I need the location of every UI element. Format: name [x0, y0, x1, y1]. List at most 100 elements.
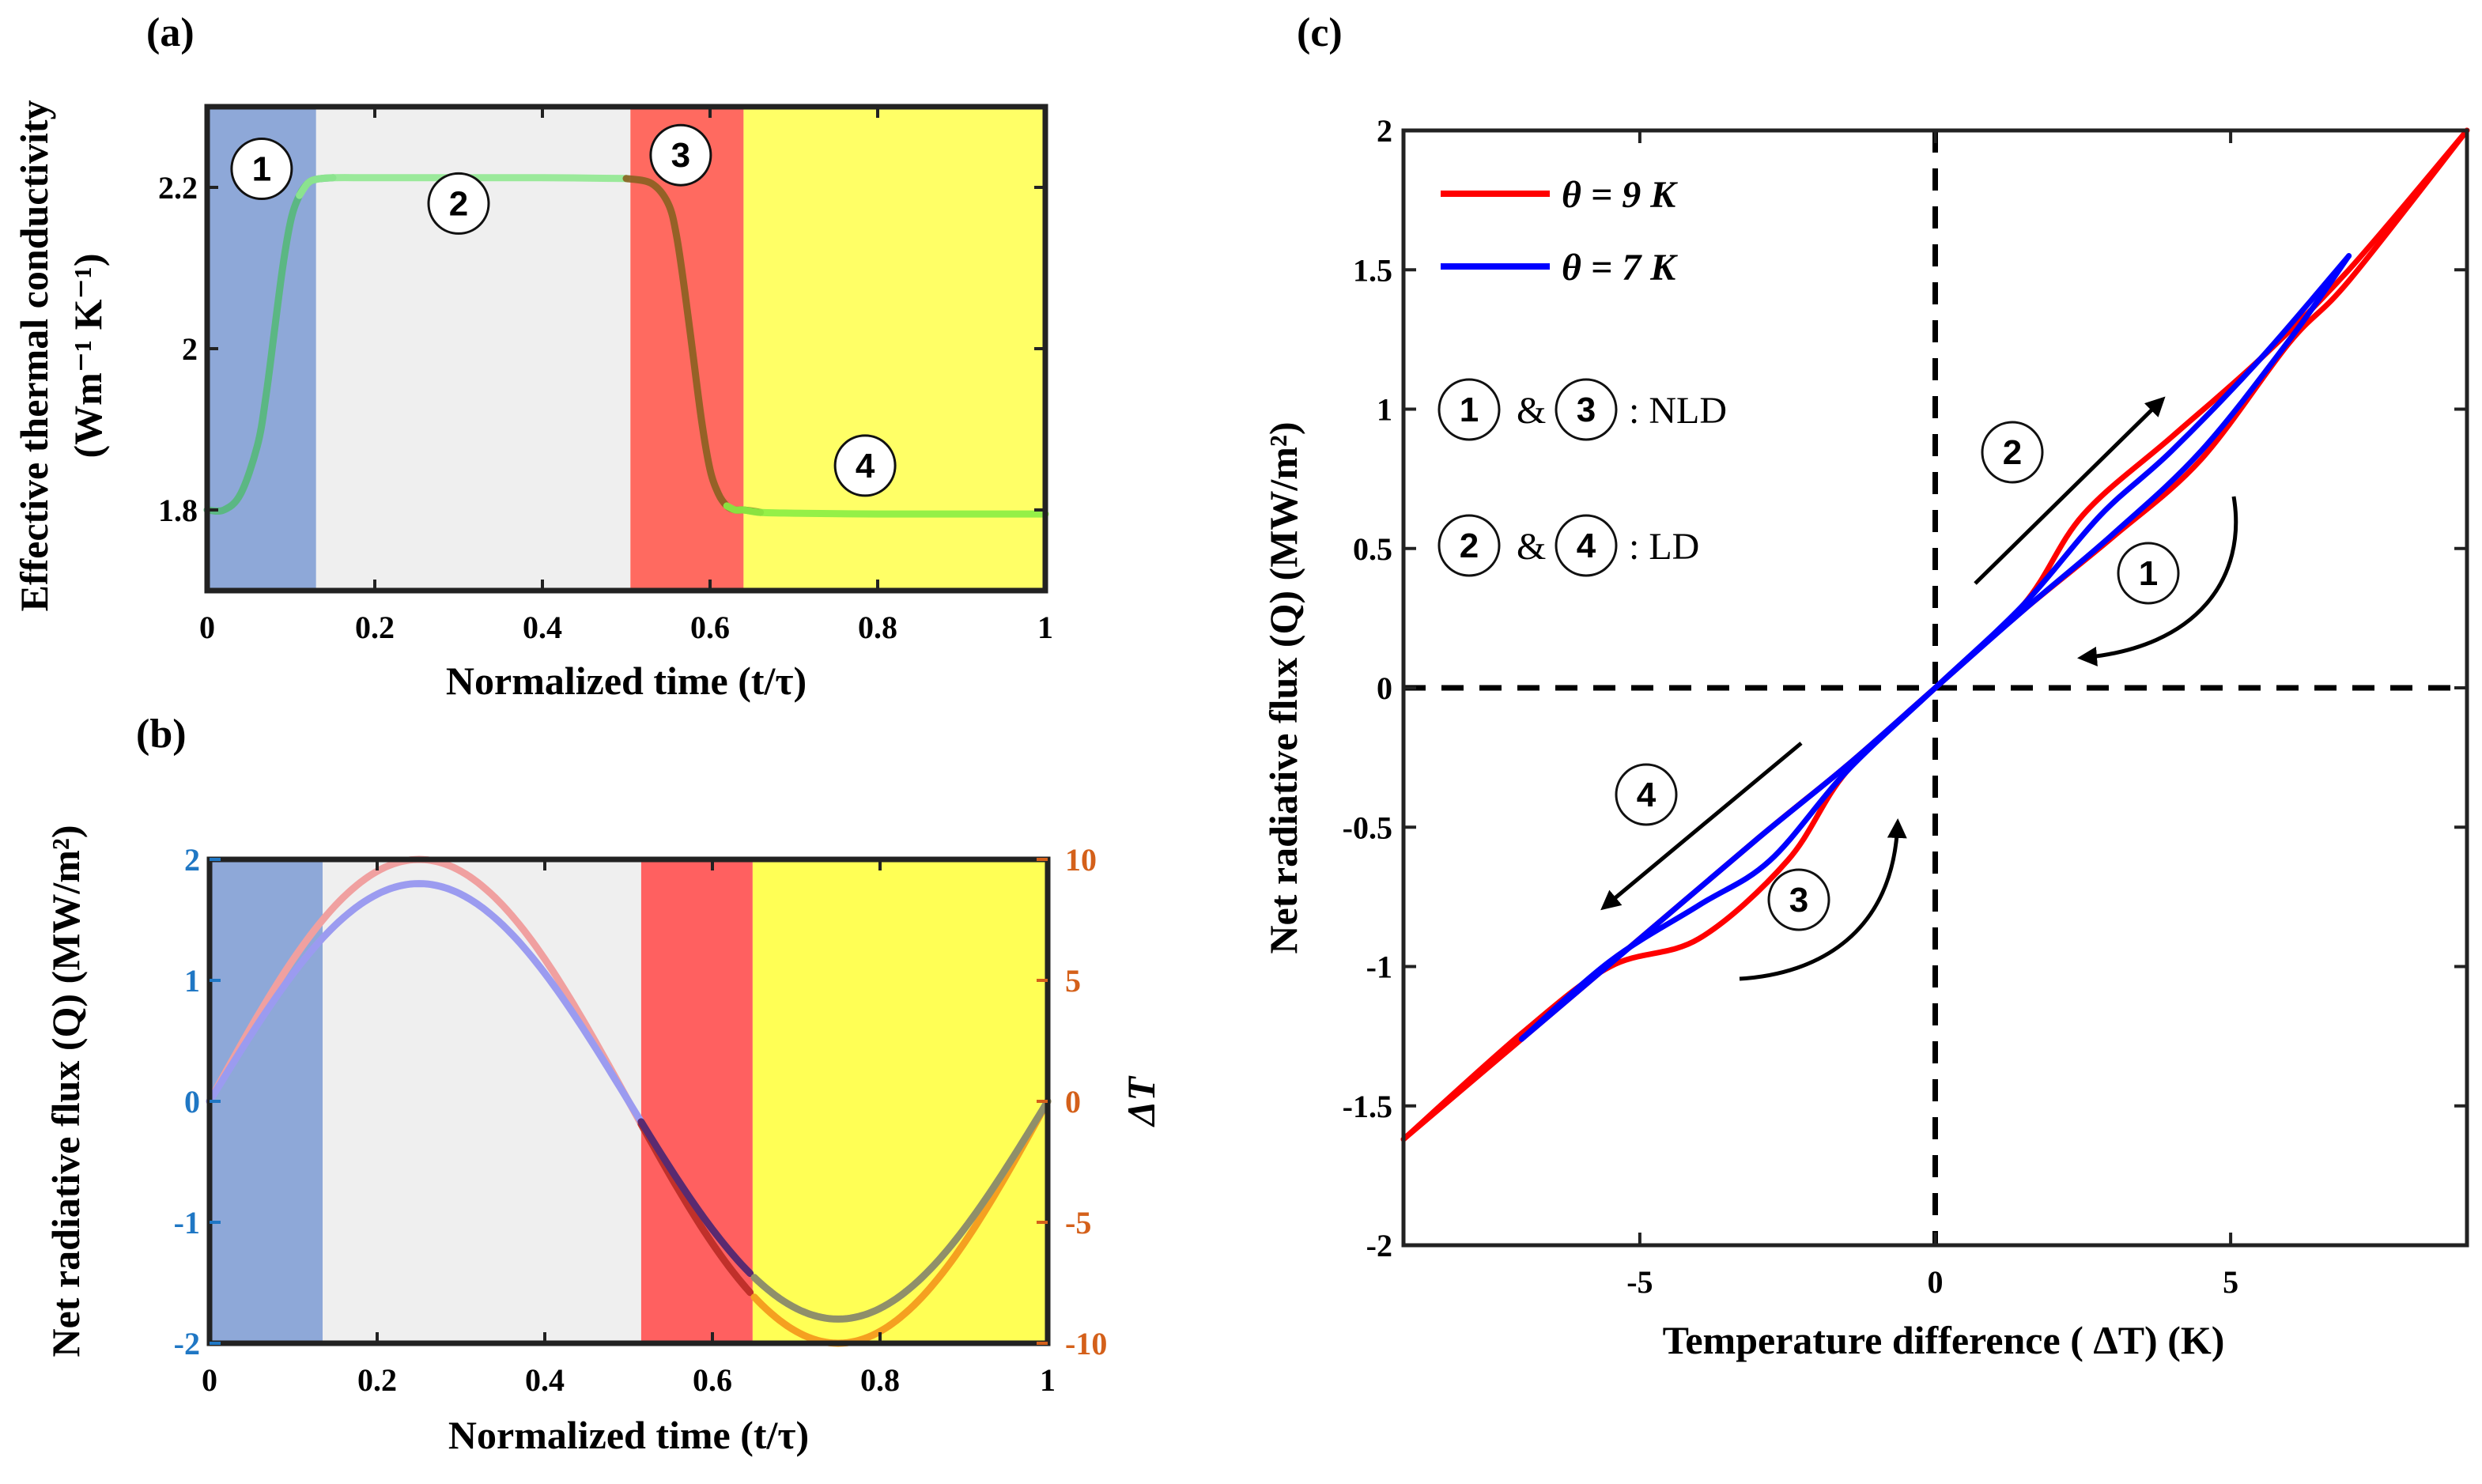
- panel-a-xtick-label: 1: [1037, 610, 1053, 645]
- panel-a-marker-1-circle: [230, 138, 293, 201]
- panel-c-ytick-label: -1.5: [1343, 1089, 1392, 1124]
- panel-c-anno-marker-3: 3: [1555, 378, 1618, 441]
- panel-c-arrow-marker-2-circle: [1981, 421, 2044, 484]
- panel-c-xtick-label: 5: [2223, 1264, 2238, 1300]
- panel-c-label: (c): [1297, 10, 1343, 55]
- panel-a-xtick-label: 0.2: [355, 610, 395, 645]
- panel-c-anno-marker-3-text: 3: [1577, 391, 1596, 429]
- panel-c-ylabel: Net radiative flux (Q) (MW/m²): [1261, 421, 1305, 953]
- panel-a-marker-2-text: 2: [449, 184, 468, 223]
- panel-a: (a) 0 0.2 0.4 0.6 0.8 1 1.8 2 2.2 1 2 3 4 Normalize…: [12, 10, 1053, 703]
- panel-c-ytick-label: -0.5: [1343, 810, 1392, 845]
- panel-c-anno-amp-2: &: [1517, 526, 1546, 568]
- panel-c-anno-amp-1: &: [1517, 390, 1546, 432]
- panel-b-ytick-right-label: -10: [1065, 1326, 1107, 1361]
- panel-c-arrow-marker-2-text: 2: [2003, 433, 2022, 472]
- panel-c-xlabel: Temperature difference ( ΔT) (K): [1663, 1318, 2225, 1362]
- panel-c-anno-marker-3-circle: [1555, 378, 1618, 441]
- panel-a-marker-4: 4: [833, 434, 897, 497]
- panel-c-anno-marker-2: 2: [1437, 514, 1501, 577]
- panel-c-series-2-loop-lower: [1518, 253, 2352, 1042]
- panel-a-marker-1-text: 1: [252, 150, 271, 189]
- panel-c-arrow-4: [1600, 742, 1803, 911]
- panel-a-lines: [203, 174, 1049, 518]
- panel-c-lines: [1400, 127, 2470, 1245]
- panel-a-marker-3: 3: [649, 123, 712, 187]
- panel-b-ylabel-right: ΔT: [1119, 1075, 1163, 1127]
- panel-c: (c) -5 0 5 -2 -1.5 -1 -0.5 0 0.5 1 1.5 2 θ = 9 K θ =…: [1261, 10, 2470, 1362]
- panel-b-region-2: [323, 859, 641, 1343]
- panel-c-arrow-marker-4-text: 4: [1637, 776, 1657, 814]
- panel-a-xtick-label: 0.6: [690, 610, 730, 645]
- panel-b-ytick-right-label: -5: [1065, 1205, 1091, 1240]
- panel-b-label: (b): [136, 712, 187, 757]
- panel-c-anno-marker-2-text: 2: [1460, 527, 1479, 565]
- panel-c-arrow-1: [2077, 496, 2238, 666]
- panel-c-arrow-marker-3-text: 3: [1789, 881, 1808, 919]
- panel-a-marker-4-text: 4: [856, 447, 875, 485]
- panel-a-ytick-label: 2: [182, 331, 198, 367]
- panel-a-xtick-label: 0.4: [523, 610, 562, 645]
- panel-b-ytick-label: 1: [184, 963, 200, 999]
- panel-c-anno-marker-2-circle: [1437, 514, 1501, 577]
- panel-b-ytick-label: -2: [174, 1326, 200, 1361]
- panel-a-marker-2: 2: [427, 172, 490, 235]
- panel-a-ylabel-line2: (Wm⁻¹ K⁻¹): [66, 253, 110, 458]
- panel-a-label: (a): [146, 10, 195, 55]
- panel-a-xlabel: Normalized time (t/τ): [446, 659, 807, 703]
- panel-b-region-1: [210, 859, 323, 1343]
- panel-b-ytick-label: -1: [174, 1205, 200, 1240]
- panel-c-arrow-marker-4-circle: [1615, 763, 1678, 826]
- panel-c-anno-marker-1: 1: [1437, 378, 1501, 441]
- panel-c-ytick-label: 2: [1377, 113, 1392, 149]
- panel-c-arrow-marker-4: 4: [1615, 763, 1678, 826]
- panel-c-legend-text-1: θ = 9 K: [1562, 174, 1678, 216]
- panel-a-ytick-label: 1.8: [158, 493, 198, 528]
- panel-c-anno-marker-1-text: 1: [1460, 391, 1479, 429]
- panel-a-xtick-label: 0.8: [858, 610, 897, 645]
- panel-c-arrow-marker-3: 3: [1767, 868, 1830, 931]
- panel-c-ytick-label: -2: [1366, 1228, 1392, 1263]
- panel-a-marker-1: 1: [230, 138, 293, 201]
- panel-c-ytick-label: 0: [1377, 670, 1392, 706]
- panel-a-region-3: [630, 107, 744, 591]
- panel-b-deltaT-line-4: [750, 1097, 1052, 1347]
- panel-c-arrow-marker-1-text: 1: [2139, 554, 2158, 593]
- panel-b-ytick-right-label: 0: [1065, 1084, 1081, 1120]
- panel-c-arrow-marker-1: 1: [2117, 542, 2180, 605]
- panel-a-ticks: 0 0.2 0.4 0.6 0.8 1 1.8 2 2.2: [158, 107, 1053, 645]
- panel-c-xtick-label: -5: [1626, 1264, 1653, 1300]
- panel-b-ytick-label: 0: [184, 1084, 200, 1120]
- panel-a-marker-4-circle: [833, 434, 897, 497]
- panel-b-ytick-right-label: 5: [1065, 963, 1081, 999]
- panel-b-ylabel: Net radiative flux (Q) (MW/m²): [43, 825, 88, 1357]
- panel-b-ytick-right-label: 10: [1065, 842, 1097, 878]
- panel-c-anno-marker-4-circle: [1555, 514, 1618, 577]
- panel-b-Q-line-3: [637, 1118, 754, 1278]
- panel-c-anno-marker-4: 4: [1555, 514, 1618, 577]
- panel-c-legend-text-2: θ = 7 K: [1562, 247, 1678, 289]
- panel-a-ylabel-line1: Effective thermal conductivity: [12, 100, 56, 611]
- panel-b-xtick-label: 0.2: [357, 1362, 397, 1398]
- panel-c-ytick-label: 1.5: [1353, 252, 1392, 288]
- panel-c-ytick-label: 0.5: [1353, 531, 1392, 567]
- panel-b-xtick-label: 0.4: [525, 1362, 565, 1398]
- panel-c-ytick-label: -1: [1366, 950, 1392, 985]
- panel-b-xtick-label: 0.6: [693, 1362, 732, 1398]
- panel-b-ytick-label: 2: [184, 842, 200, 878]
- panel-b-Q-line-4: [750, 1097, 1052, 1323]
- panel-a-marker-3-circle: [649, 123, 712, 187]
- panel-c-arrow-3: [1739, 818, 1907, 981]
- panel-a-xtick-label: 0: [199, 610, 215, 645]
- panel-c-ticks: -5 0 5 -2 -1.5 -1 -0.5 0 0.5 1 1.5 2: [1343, 113, 2467, 1300]
- panel-b-xtick-label: 0.8: [860, 1362, 900, 1398]
- panel-a-line-segment-4: [723, 502, 1049, 518]
- panel-a-ytick-label: 2.2: [158, 170, 198, 206]
- panel-c-arrow-2: [1974, 396, 2166, 585]
- panel-c-arrow-marker-2: 2: [1981, 421, 2044, 484]
- panel-b-region-3: [640, 859, 753, 1343]
